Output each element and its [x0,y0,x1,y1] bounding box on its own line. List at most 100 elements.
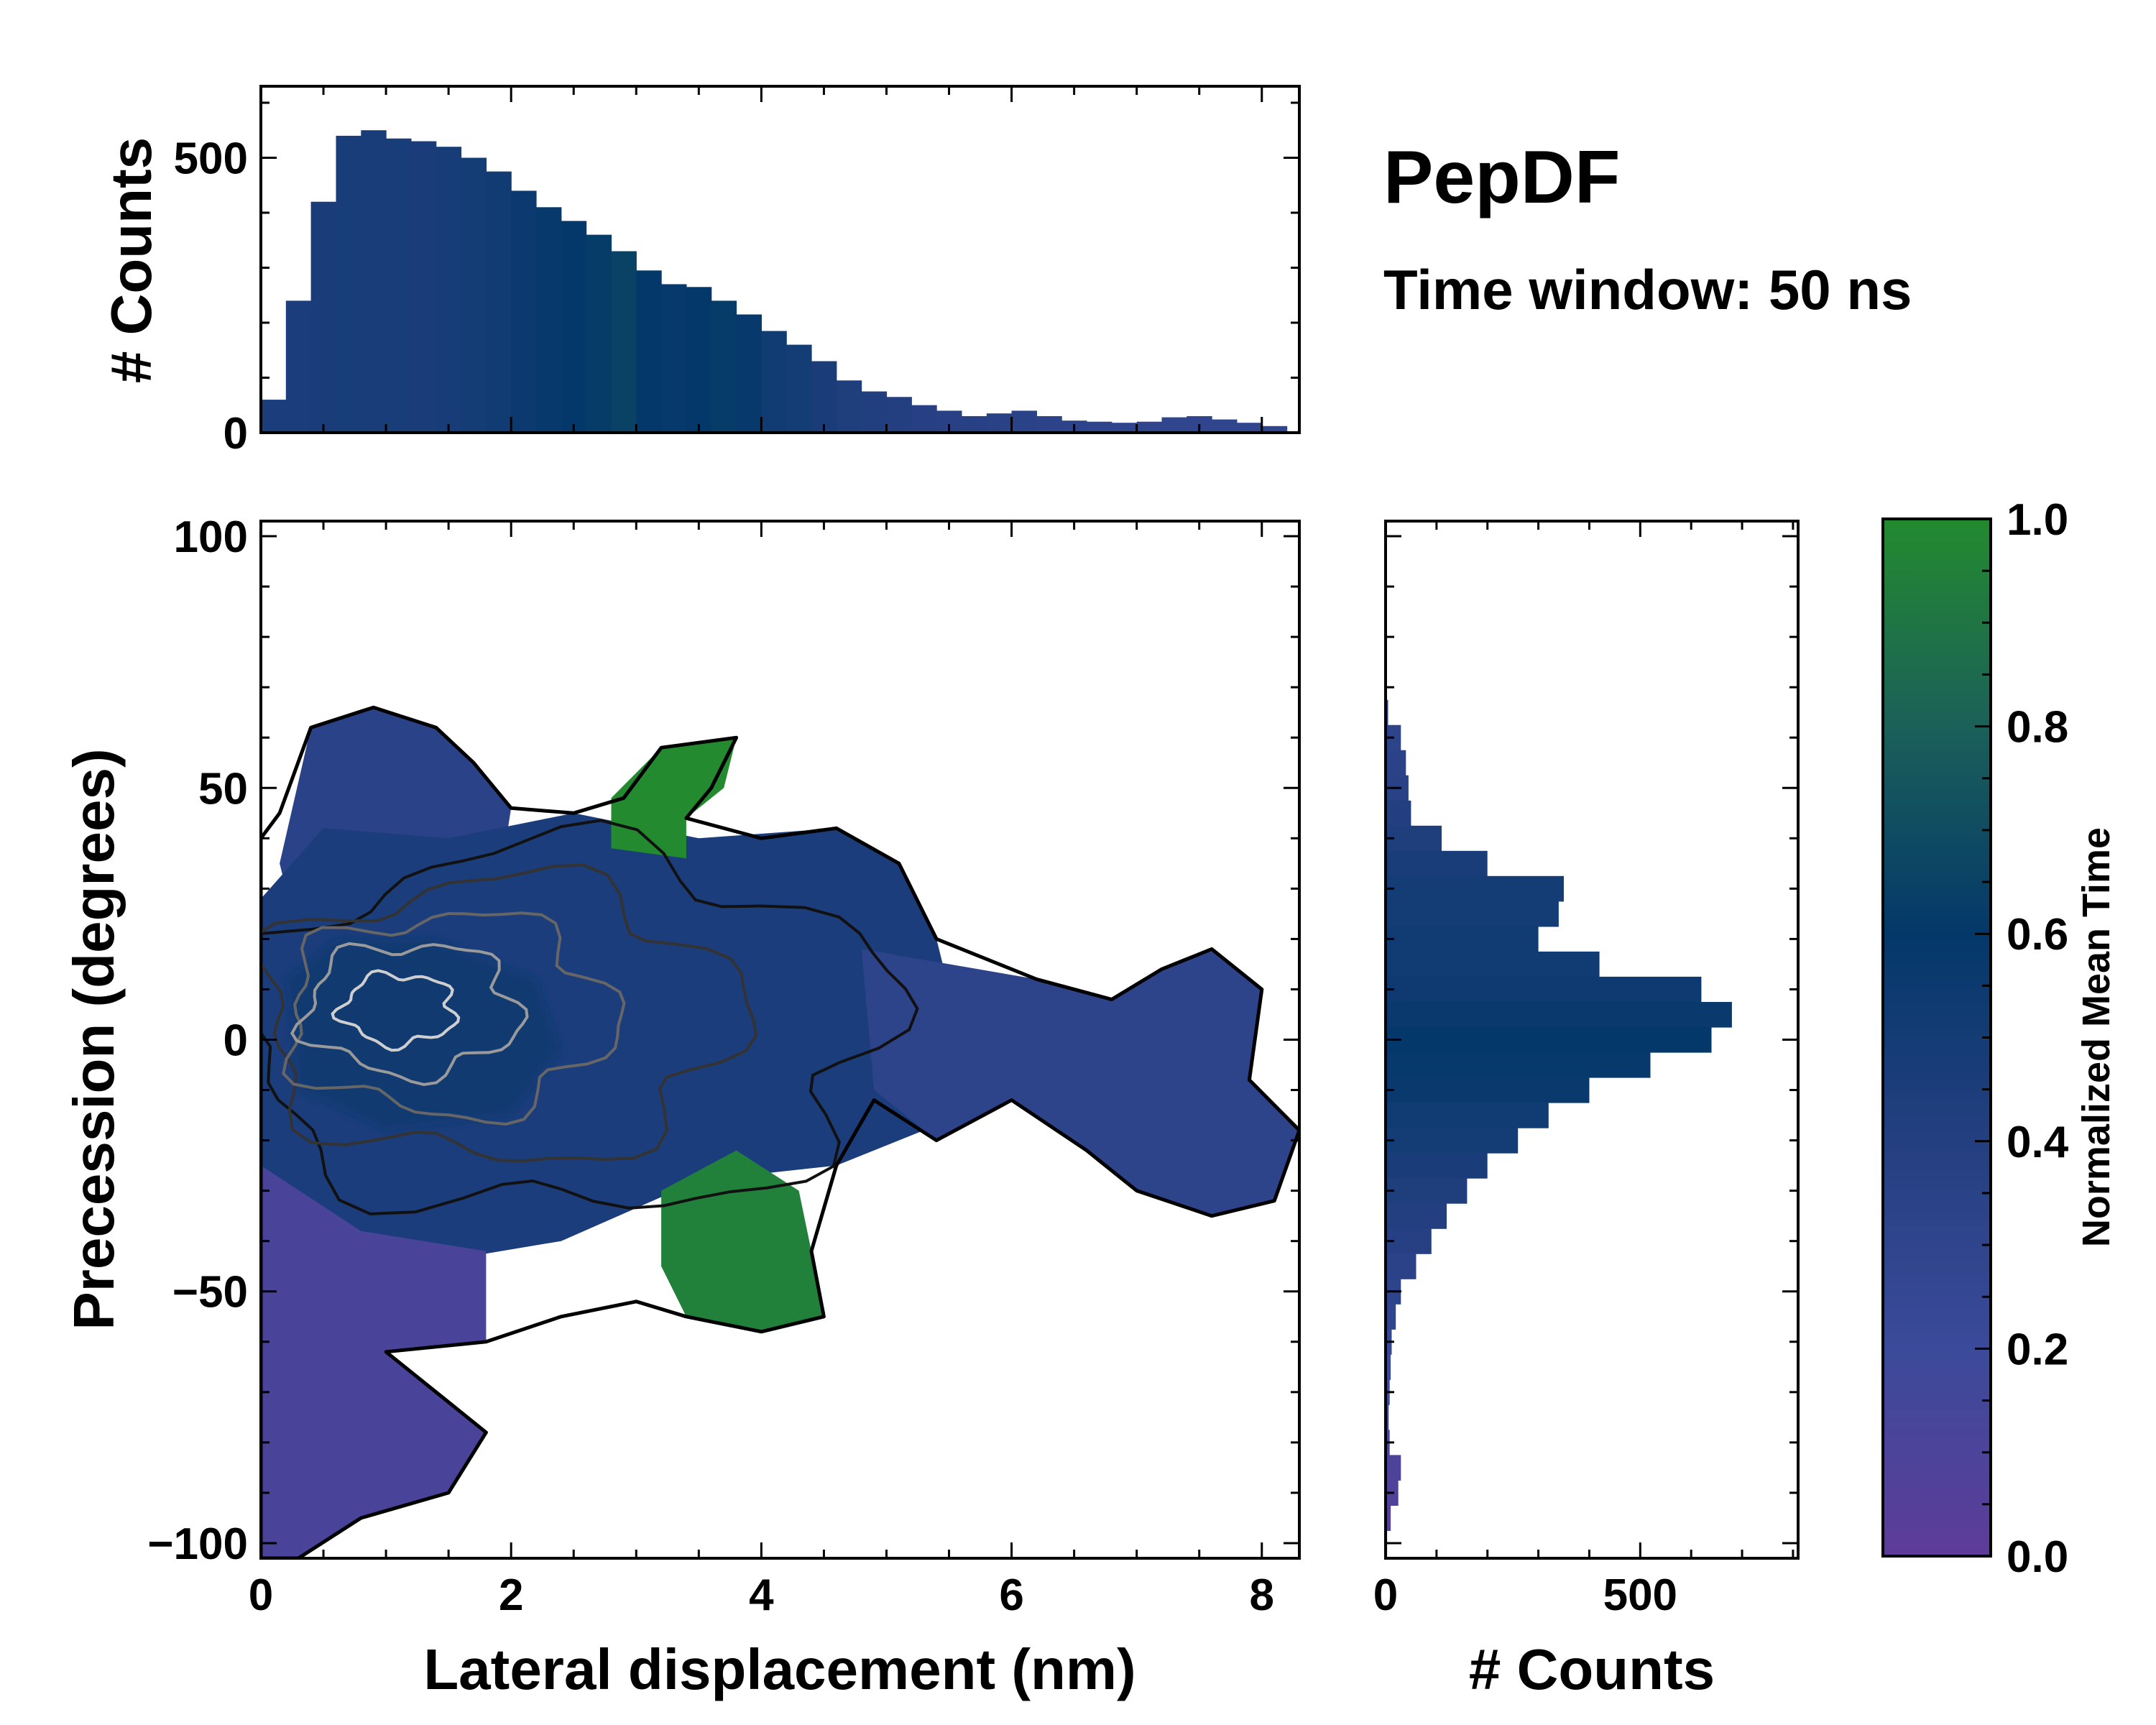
heatmap-region [611,737,737,859]
right-histogram-bar [1386,951,1600,978]
heatmap-region [661,1150,824,1332]
heatmap-boundary [261,705,1299,1558]
colorbar-ticks: 0.0 0.2 0.4 0.6 0.8 1.0 [1975,495,2069,1582]
right-histogram-bar [1386,750,1406,776]
right-histogram-bar [1386,926,1539,952]
right-histogram-bar [1386,1354,1391,1380]
top-histogram-ytick-label: 0 [224,409,248,459]
top-histogram-bar [986,413,1013,433]
heatmap-region [261,1165,487,1558]
density-contours [261,819,919,1215]
right-histogram-xtick-label: 0 [1373,1570,1398,1620]
right-histogram-xlabel: # Counts [1469,1637,1715,1701]
right-histogram-bar [1386,1178,1468,1204]
top-histogram-bar [661,284,687,433]
right-histogram-bar [1386,1027,1712,1053]
right-histogram-bar [1386,1505,1391,1531]
right-histogram-bar [1386,1077,1590,1103]
right-histogram-bar [1386,1103,1549,1128]
right-histogram-bar [1386,1203,1447,1229]
top-histogram-bar [911,405,937,433]
right-histogram-bar [1386,1128,1519,1154]
density-contour [261,863,758,1163]
main-xtick-label: 4 [749,1570,774,1620]
right-histogram-bar [1386,850,1488,877]
top-histogram-bar [536,207,562,433]
top-histogram-bar [686,287,712,433]
right-histogram-bar [1386,1455,1401,1481]
colorbar-tick-label: 0.6 [2007,910,2068,960]
main-xtick-label: 8 [1250,1570,1274,1620]
main-ytick-label: 100 [174,512,248,562]
top-histogram-bar [611,251,637,433]
top-histogram-bar [861,391,888,433]
top-histogram-bar [511,190,537,433]
heatmap-region [261,813,962,1266]
right-histogram-bar [1386,1304,1396,1330]
chart-title: PepDF [1383,136,1620,219]
top-histogram-bar [310,201,336,433]
density-contour [261,819,919,1215]
right-histogram-bar [1386,1052,1651,1078]
top-histogram-bar [410,141,437,433]
top-histogram-bar [636,270,662,433]
right-histogram-bar [1386,1404,1389,1430]
top-histogram-bar [561,221,587,433]
right-histogram-ticks: 0 500 [1373,521,1798,1620]
colorbar-label: Normalized Mean Time [2075,827,2118,1247]
colorbar-tick-label: 0.8 [2007,703,2068,753]
top-histogram-bar [761,331,787,433]
right-histogram-bar [1386,1002,1732,1028]
right-histogram-bar [1386,825,1442,852]
main-heatmap-ticks: 0 2 4 6 8 100 50 0 −50 −100 [147,512,1299,1620]
colorbar-tick-label: 0.0 [2007,1532,2068,1582]
right-histogram-panel: 0 500 # Counts [1373,520,1800,1701]
top-histogram-bar [1087,421,1112,433]
top-histogram-ytick-label: 500 [174,134,248,183]
top-histogram-bar [886,397,912,433]
top-histogram-ylabel: # Counts [99,137,163,383]
main-heatmap-panel: 0 2 4 6 8 100 50 0 −50 −100 Lateral displacement … [62,512,1301,1701]
main-ytick-label: −100 [147,1519,248,1569]
top-histogram-bar [786,344,812,433]
top-histogram-bar [386,138,412,433]
colorbar-tick-label: 0.2 [2007,1325,2068,1374]
top-histogram-bar [1036,416,1062,433]
top-histogram-bar [1237,423,1263,433]
top-histogram-bar [711,300,737,433]
top-histogram-panel: 0 500 # Counts [99,85,1301,459]
right-histogram-bar [1386,1254,1416,1279]
main-xtick-label: 6 [999,1570,1023,1620]
top-histogram-bar [1212,419,1238,433]
top-histogram-bar [285,300,312,433]
right-histogram-bar [1386,800,1411,827]
right-histogram-bars [1386,699,1732,1557]
main-ytick-label: 0 [224,1016,248,1066]
top-histogram-bar [1161,417,1187,433]
colorbar-tick-label: 1.0 [2007,495,2068,545]
top-histogram-bar [961,416,987,433]
top-histogram-bar [486,171,512,433]
top-histogram-bar [586,234,612,433]
main-ytick-label: −50 [172,1268,248,1317]
top-histogram-frame [259,85,1301,434]
top-histogram-bar [436,147,462,433]
top-histogram-bar [736,314,762,433]
density-contour [282,911,626,1126]
top-histogram-bar [836,380,862,433]
top-histogram-bar [1111,423,1138,433]
right-histogram-bar [1386,976,1702,1003]
main-ylabel: Precession (degrees) [62,748,126,1330]
colorbar-gradient [1881,518,1992,1558]
top-histogram-bar [261,400,287,433]
top-histogram-bar [811,361,837,433]
top-histogram-bar [1261,426,1288,433]
main-ytick-label: 50 [198,764,248,814]
main-xtick-label: 0 [249,1570,273,1620]
colorbar-tick-label: 0.4 [2007,1118,2069,1167]
top-histogram-bar [1136,421,1163,433]
heatmap-regions [261,705,1299,1558]
top-histogram-bar [1011,410,1037,433]
main-xtick-label: 2 [499,1570,523,1620]
